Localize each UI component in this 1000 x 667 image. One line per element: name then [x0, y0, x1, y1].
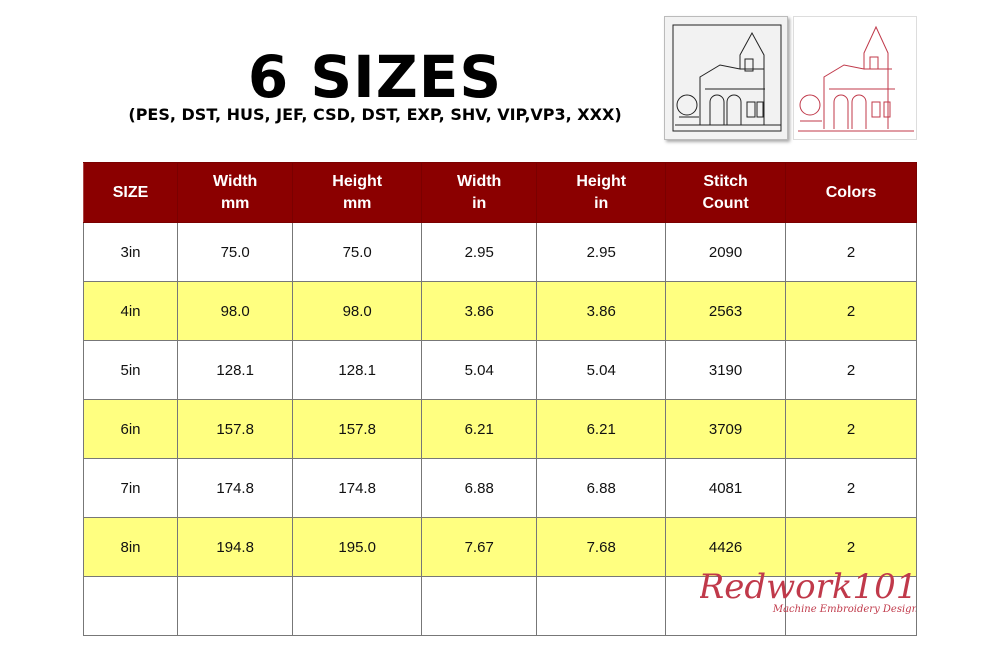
- table-cell: 4426: [665, 517, 787, 577]
- design-photo-black: [664, 16, 788, 140]
- table-cell: 3709: [665, 399, 787, 459]
- table-cell: 174.8: [292, 458, 423, 518]
- table-cell: 75.0: [292, 222, 423, 282]
- table-cell: 195.0: [292, 517, 423, 577]
- design-stitchout-red: [793, 16, 917, 140]
- table-cell: 7.67: [421, 517, 538, 577]
- table-cell: 174.8: [177, 458, 294, 518]
- header-unit: in: [472, 194, 487, 212]
- column-header: Width mm: [177, 162, 294, 223]
- table-cell: 5.04: [536, 340, 667, 400]
- table-cell: 6.88: [536, 458, 667, 518]
- table-cell: 2.95: [536, 222, 667, 282]
- table-cell: 5.04: [421, 340, 538, 400]
- table-cell: 98.0: [177, 281, 294, 341]
- table-cell: 7.68: [536, 517, 667, 577]
- table-cell: 6in: [82, 399, 179, 459]
- table-cell: 2: [785, 340, 917, 400]
- table-cell: 8in: [82, 517, 179, 577]
- table-cell: 2.95: [421, 222, 538, 282]
- table-row: 5in 128.1 128.1 5.04 5.04 3190 2: [82, 340, 917, 400]
- table-row: 4in 98.0 98.0 3.86 3.86 2563 2: [82, 281, 917, 341]
- header-line: Height: [332, 172, 383, 190]
- header-line: Colors: [825, 183, 877, 201]
- header-line: Height: [576, 172, 627, 190]
- table-cell: 128.1: [177, 340, 294, 400]
- table-cell: 5in: [82, 340, 179, 400]
- table-row: 3in 75.0 75.0 2.95 2.95 2090 2: [82, 222, 917, 282]
- table-cell: 2: [785, 517, 917, 577]
- page-title: 6 SIZES: [247, 43, 503, 111]
- table-cell: [292, 576, 423, 636]
- table-cell: 2563: [665, 281, 787, 341]
- column-header: Height in: [536, 162, 667, 223]
- table-row: 6in 157.8 157.8 6.21 6.21 3709 2: [82, 399, 917, 459]
- table-cell: 3in: [82, 222, 179, 282]
- table-cell: 2: [785, 281, 917, 341]
- svg-text:Redwork101: Redwork101: [700, 567, 916, 607]
- table-cell: 157.8: [292, 399, 423, 459]
- table-cell: 6.21: [536, 399, 667, 459]
- header-unit: mm: [342, 194, 372, 212]
- table-cell: [421, 576, 538, 636]
- table-cell: 2: [785, 458, 917, 518]
- header-line: Width: [457, 172, 502, 190]
- table-cell: [177, 576, 294, 636]
- table-cell: 3.86: [536, 281, 667, 341]
- redwork101-logo: Redwork101 Machine Embroidery Designs: [700, 567, 916, 615]
- header-unit: Count: [702, 194, 749, 212]
- column-header: Width in: [421, 162, 538, 223]
- table-row: 8in 194.8 195.0 7.67 7.68 4426 2: [82, 517, 917, 577]
- table-cell: 194.8: [177, 517, 294, 577]
- table-cell: 157.8: [177, 399, 294, 459]
- table-row: 7in 174.8 174.8 6.88 6.88 4081 2: [82, 458, 917, 518]
- table-header-row: SIZE Width mm Height mm Width in Height in Stitch…: [82, 162, 917, 223]
- table-cell: 128.1: [292, 340, 423, 400]
- column-header: Height mm: [292, 162, 423, 223]
- column-header: Colors: [785, 162, 917, 223]
- header-line: SIZE: [112, 183, 149, 201]
- table-cell: [82, 576, 179, 636]
- table-cell: 4081: [665, 458, 787, 518]
- table-cell: 4in: [82, 281, 179, 341]
- column-header: Stitch Count: [665, 162, 787, 223]
- table-cell: [536, 576, 667, 636]
- size-table: SIZE Width mm Height mm Width in Height in Stitch…: [82, 162, 917, 636]
- header-unit: in: [594, 194, 609, 212]
- table-cell: 6.21: [421, 399, 538, 459]
- file-formats: (PES, DST, HUS, JEF, CSD, DST, EXP, SHV,…: [128, 105, 622, 124]
- table-cell: 3.86: [421, 281, 538, 341]
- column-header: SIZE: [82, 162, 179, 223]
- table-cell: 6.88: [421, 458, 538, 518]
- table-cell: [785, 576, 917, 636]
- table-cell: 98.0: [292, 281, 423, 341]
- table-cell: 2: [785, 222, 917, 282]
- table-cell: 2090: [665, 222, 787, 282]
- table-cell: [665, 576, 787, 636]
- table-cell: 3190: [665, 340, 787, 400]
- header-line: Stitch: [703, 172, 748, 190]
- svg-text:Machine Embroidery Designs: Machine Embroidery Designs: [772, 604, 916, 615]
- table-cell: 7in: [82, 458, 179, 518]
- table-row: [82, 576, 917, 636]
- table-cell: 2: [785, 399, 917, 459]
- header-unit: mm: [220, 194, 250, 212]
- table-cell: 75.0: [177, 222, 294, 282]
- header-line: Width: [213, 172, 258, 190]
